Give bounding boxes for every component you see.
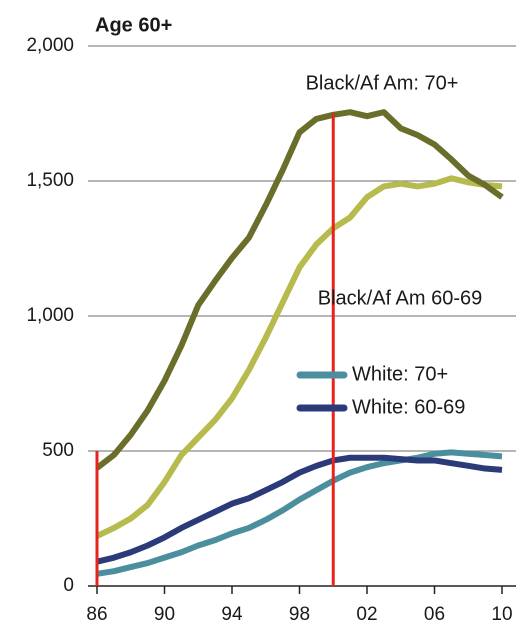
y-tick-label: 1,000 [26, 305, 74, 326]
series-label: Black/Af Am: 70+ [306, 72, 459, 94]
y-tick-label: 1,500 [26, 170, 74, 191]
x-tick-label: 86 [86, 604, 107, 625]
y-tick-label: 2,000 [26, 35, 74, 56]
series-line [95, 109, 504, 471]
legend-label: White: 60-69 [352, 396, 465, 418]
y-tick-label: 500 [42, 440, 74, 461]
x-tick-label: 94 [221, 604, 243, 625]
series-line [96, 449, 503, 577]
chart-title: Age 60+ [95, 14, 172, 36]
x-tick-label: 02 [356, 604, 377, 625]
y-tick-label: 0 [63, 575, 74, 596]
x-tick-label: 06 [424, 604, 445, 625]
legend-label: White: 70+ [352, 363, 448, 385]
series-label: Black/Af Am 60-69 [318, 287, 483, 309]
series-line [95, 175, 503, 539]
x-tick-label: 98 [289, 604, 310, 625]
series-line [96, 454, 503, 565]
x-tick-label: 90 [154, 604, 175, 625]
x-tick-label: 10 [491, 604, 512, 625]
